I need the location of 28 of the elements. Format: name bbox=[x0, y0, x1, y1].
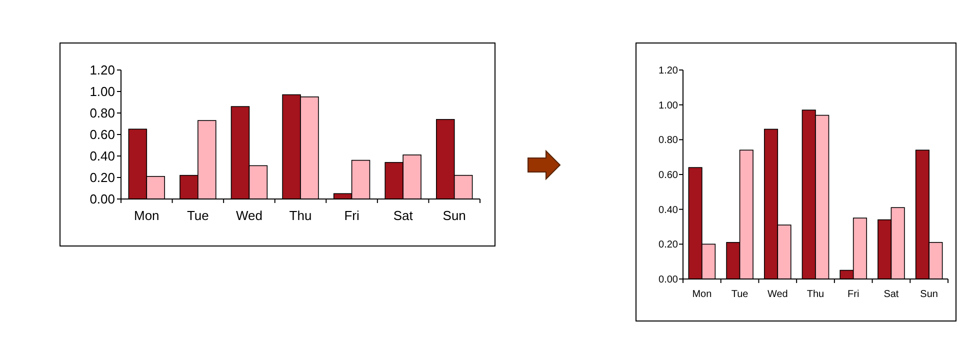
x-tick-label: Wed bbox=[236, 208, 262, 223]
x-tick-label: Mon bbox=[692, 289, 712, 300]
x-tick-label: Thu bbox=[289, 208, 312, 223]
y-tick-label: 0.00 bbox=[90, 192, 115, 207]
y-tick-label: 0.80 bbox=[658, 135, 678, 146]
y-tick-label: 0.60 bbox=[658, 170, 678, 181]
x-tick-label: Thu bbox=[806, 289, 824, 300]
x-tick-label: Fri bbox=[848, 289, 860, 300]
y-tick-label: 1.00 bbox=[90, 84, 115, 100]
x-tick-label: Mon bbox=[134, 208, 160, 223]
x-tick-label: Tue bbox=[186, 208, 209, 223]
x-tick-label: Fri bbox=[344, 208, 360, 223]
x-tick-label: Wed bbox=[767, 289, 788, 300]
x-tick-label: Tue bbox=[731, 289, 749, 300]
y-tick-label: 0.40 bbox=[90, 148, 115, 164]
y-tick-label: 0.00 bbox=[658, 274, 678, 286]
y-tick-label: 1.00 bbox=[658, 100, 678, 112]
y-tick-label: 0.60 bbox=[90, 127, 115, 142]
y-tick-label: 0.20 bbox=[90, 170, 115, 186]
y-tick-label: 0.80 bbox=[90, 106, 115, 121]
x-tick-label: Sun bbox=[920, 289, 938, 300]
x-tick-label: Sat bbox=[393, 208, 414, 223]
y-tick-label: 0.20 bbox=[658, 240, 678, 251]
y-tick-label: 1.20 bbox=[90, 62, 115, 78]
x-tick-label: Sun bbox=[442, 208, 466, 223]
y-tick-label: 0.40 bbox=[658, 204, 678, 216]
y-tick-label: 1.20 bbox=[658, 66, 678, 76]
x-tick-label: Sat bbox=[884, 289, 899, 300]
